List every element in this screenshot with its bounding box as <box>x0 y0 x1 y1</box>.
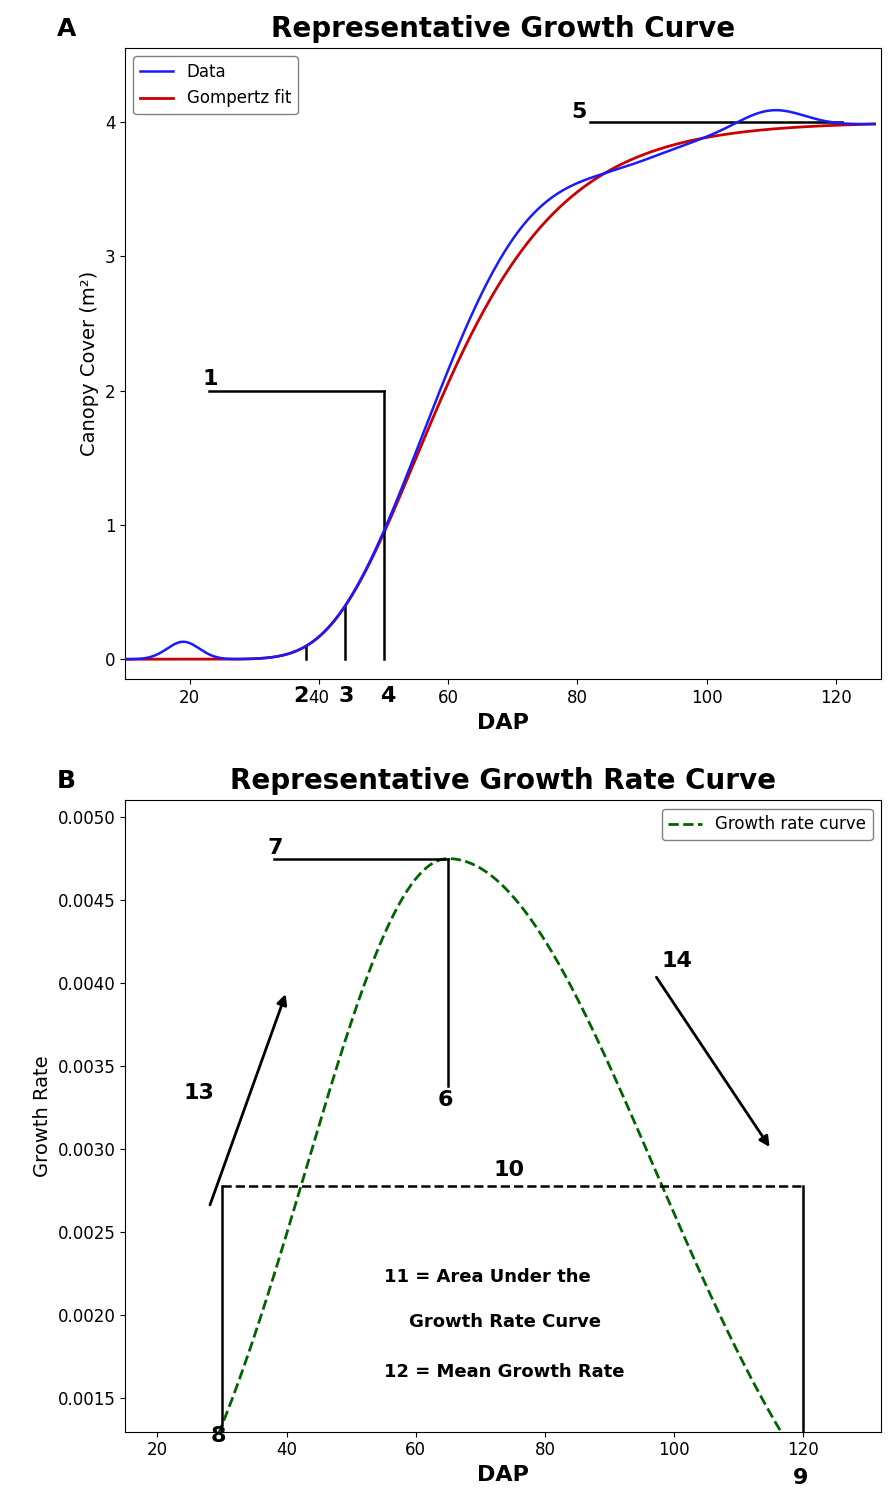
Gompertz fit <box>459 340 470 358</box>
X-axis label: DAP: DAP <box>477 712 529 732</box>
Legend: Data, Gompertz fit: Data, Gompertz fit <box>134 57 297 114</box>
Data <box>210 648 220 666</box>
Text: 4: 4 <box>380 686 396 706</box>
Gompertz fit <box>620 153 631 171</box>
Legend: Growth rate curve: Growth rate curve <box>661 808 873 840</box>
Text: 5: 5 <box>571 102 586 122</box>
Text: 8: 8 <box>211 1426 227 1446</box>
Gompertz fit <box>253 650 263 668</box>
Line: Data: Data <box>125 110 874 658</box>
Text: A: A <box>57 16 76 40</box>
Text: 7: 7 <box>267 837 283 858</box>
Line: Gompertz fit: Gompertz fit <box>125 124 874 658</box>
Text: 6: 6 <box>437 1090 452 1110</box>
Text: 1: 1 <box>202 369 218 388</box>
Data <box>417 427 427 445</box>
Data <box>660 142 671 160</box>
Data <box>869 116 880 134</box>
Data <box>364 554 375 572</box>
Text: 14: 14 <box>661 951 693 970</box>
Text: B: B <box>57 770 76 794</box>
Title: Representative Growth Rate Curve: Representative Growth Rate Curve <box>230 768 776 795</box>
Text: Growth Rate Curve: Growth Rate Curve <box>409 1312 601 1330</box>
X-axis label: DAP: DAP <box>477 1466 529 1485</box>
Gompertz fit <box>313 628 323 646</box>
Data <box>770 100 780 118</box>
Title: Representative Growth Curve: Representative Growth Curve <box>271 15 735 44</box>
Text: 2: 2 <box>293 686 308 706</box>
Text: 12 = Mean Growth Rate: 12 = Mean Growth Rate <box>383 1364 624 1382</box>
Text: 10: 10 <box>494 1160 524 1180</box>
Data <box>665 141 676 159</box>
Text: 13: 13 <box>183 1083 214 1104</box>
Gompertz fit <box>684 132 694 150</box>
Y-axis label: Growth Rate: Growth Rate <box>33 1056 52 1178</box>
Gompertz fit <box>869 116 880 134</box>
Gompertz fit <box>120 650 131 668</box>
Gompertz fit <box>562 192 573 210</box>
Text: 9: 9 <box>793 1468 808 1488</box>
Text: 11 = Area Under the: 11 = Area Under the <box>383 1268 590 1286</box>
Data <box>591 166 602 184</box>
Y-axis label: Canopy Cover (m²): Canopy Cover (m²) <box>80 272 99 456</box>
Text: 3: 3 <box>339 686 354 706</box>
Data <box>120 650 131 668</box>
